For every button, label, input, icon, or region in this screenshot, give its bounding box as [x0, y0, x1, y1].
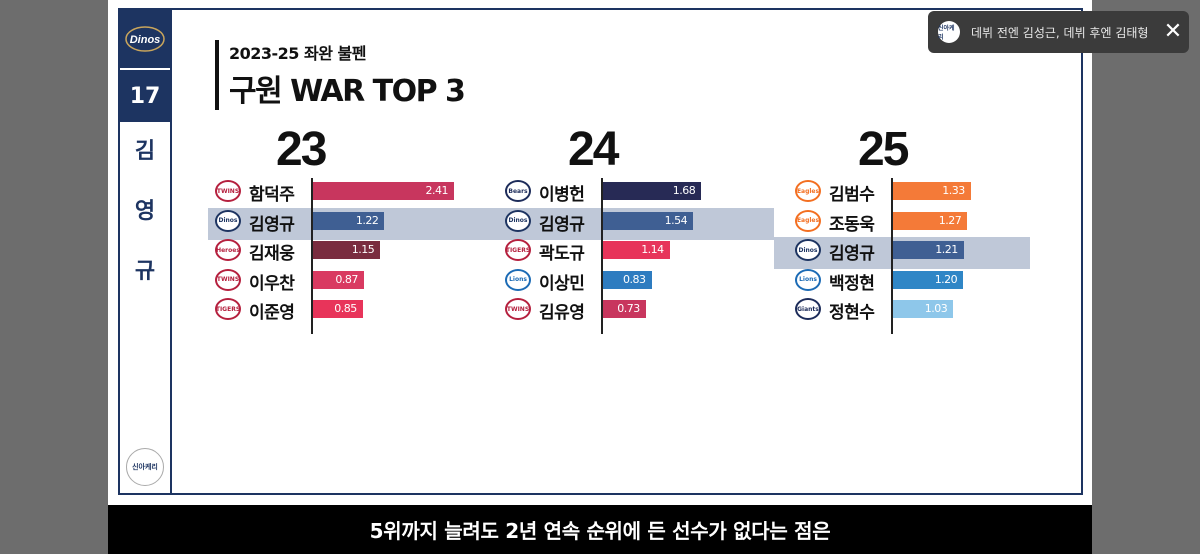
letterbox-left	[0, 0, 108, 554]
team-logo-icon: Dinos	[505, 209, 531, 232]
chart-axis	[601, 178, 603, 334]
team-logo-icon: Giants	[795, 298, 821, 320]
war-bar: 1.20	[893, 270, 964, 289]
war-bar: 1.33	[893, 182, 971, 200]
dinos-logo: Dinos	[120, 10, 170, 68]
player-name-char: 규	[134, 259, 156, 284]
chart-axis	[891, 178, 893, 334]
war-bar: 1.68	[603, 182, 702, 200]
war-bar: 0.83	[603, 270, 652, 289]
player-name: 이상민	[539, 273, 585, 294]
war-bar: 1.27	[893, 211, 968, 230]
player-name: 김유영	[539, 303, 585, 323]
player-name: 이우찬	[249, 273, 295, 294]
player-name: 김범수	[829, 185, 875, 205]
notification-toast[interactable]: 신아케리 데뷔 전엔 김성근, 데뷔 후엔 김태형 ✕	[928, 11, 1189, 53]
war-bar: 0.85	[313, 300, 363, 318]
war-bar: 1.15	[313, 241, 381, 259]
player-name: 김영규	[829, 244, 875, 264]
player-name-char: 영	[134, 199, 156, 224]
toast-message: 데뷔 전엔 김성근, 데뷔 후엔 김태형	[971, 25, 1149, 40]
war-bar: 1.03	[893, 300, 954, 318]
slide-title: 구원 WAR TOP 3	[229, 74, 466, 109]
war-bar: 0.73	[603, 300, 646, 318]
war-bar: 1.14	[603, 241, 670, 259]
player-name: 백정현	[829, 273, 875, 294]
war-bar: 1.22	[313, 211, 385, 230]
team-logo-icon: TIGERS	[505, 239, 531, 261]
team-logo-icon: Heroes	[215, 239, 241, 261]
slide-subtitle: 2023-25 좌완 불펜	[229, 44, 366, 63]
uniform-number: 17	[120, 68, 170, 122]
player-name-char: 김	[134, 139, 156, 164]
channel-icon: 신아케리	[938, 21, 960, 43]
letterbox-right	[1092, 0, 1200, 554]
team-logo-icon: Lions	[795, 268, 821, 291]
player-name: 정현수	[829, 303, 875, 323]
year-label: 24	[568, 123, 619, 176]
team-logo-icon: Bears	[505, 180, 531, 202]
svg-text:Dinos: Dinos	[130, 34, 161, 46]
slide-frame: Dinos 17 김 영 규 신아케리 2023-25 좌완 불펜 구원 WAR…	[118, 8, 1083, 495]
team-logo-icon: Eagles	[795, 180, 821, 202]
war-bar: 1.21	[893, 241, 964, 259]
chart-axis	[311, 178, 313, 334]
player-name: 김영규	[249, 214, 295, 235]
player-name: 이병헌	[539, 185, 585, 205]
year-label: 25	[858, 123, 909, 176]
year-label: 23	[276, 123, 327, 176]
player-name-vertical: 김 영 규	[120, 122, 170, 302]
subtitle-caption: 5위까지 늘려도 2년 연속 순위에 든 선수가 없다는 점은	[108, 505, 1092, 554]
player-name: 함덕주	[249, 185, 295, 205]
channel-logo: 신아케리	[126, 448, 164, 486]
player-sidebar: Dinos 17 김 영 규 신아케리	[120, 10, 172, 493]
team-logo-icon: Lions	[505, 268, 531, 291]
war-bar: 1.54	[603, 211, 694, 230]
war-bar: 2.41	[313, 182, 454, 200]
team-logo-icon: Dinos	[215, 209, 241, 232]
team-logo-icon: Eagles	[795, 209, 821, 232]
war-bar: 0.87	[313, 270, 364, 289]
player-name: 이준영	[249, 303, 295, 323]
team-logo-icon: TIGERS	[215, 298, 241, 320]
video-frame[interactable]: Dinos 17 김 영 규 신아케리 2023-25 좌완 불펜 구원 WAR…	[108, 0, 1092, 554]
player-name: 김재웅	[249, 244, 295, 264]
close-icon[interactable]: ✕	[1163, 19, 1183, 44]
team-logo-icon: Dinos	[795, 239, 821, 261]
player-name: 김영규	[539, 214, 585, 235]
player-name: 조동욱	[829, 214, 875, 235]
title-block: 2023-25 좌완 불펜 구원 WAR TOP 3	[215, 40, 466, 110]
player-name: 곽도규	[539, 244, 585, 264]
team-logo-icon: TWINS	[215, 180, 241, 202]
team-logo-icon: TWINS	[505, 298, 531, 320]
highlight-row	[410, 207, 774, 240]
team-logo-icon: TWINS	[215, 268, 241, 291]
